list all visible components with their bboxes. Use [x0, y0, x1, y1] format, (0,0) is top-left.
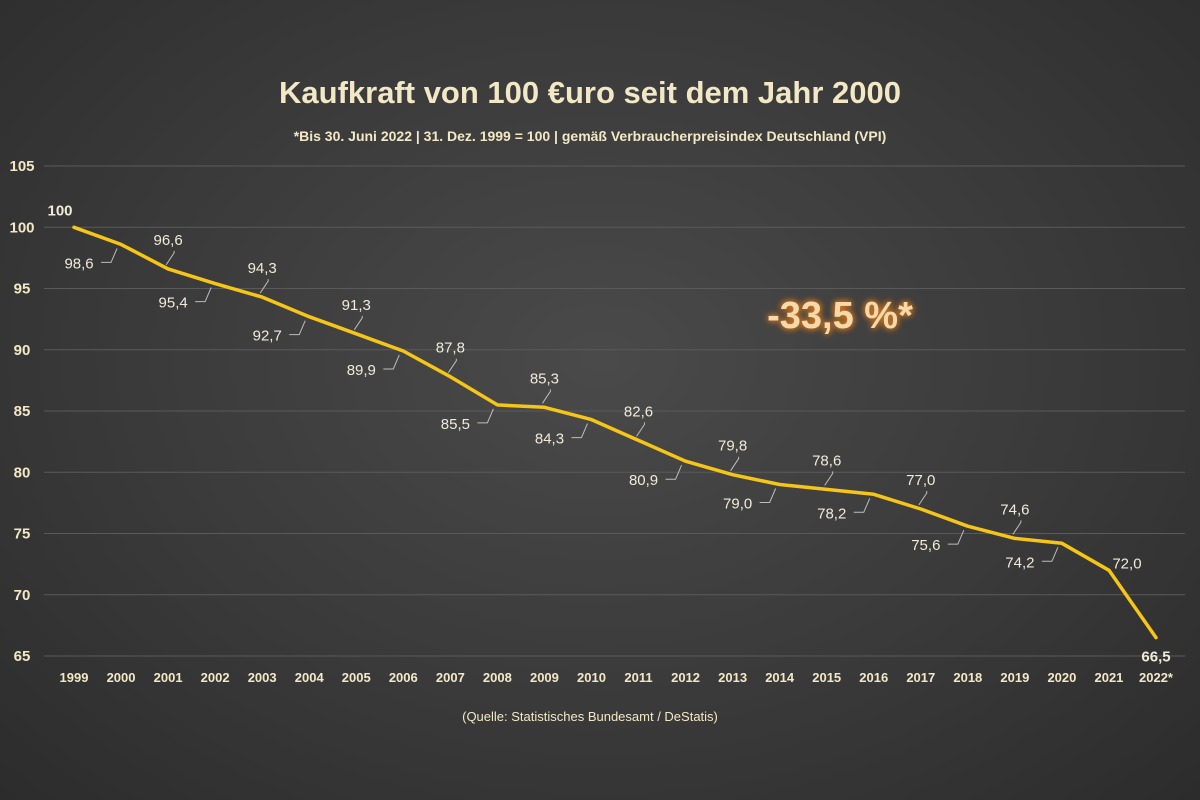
x-tick-1999: 1999 [60, 670, 89, 685]
x-axis-ticks: 1999 2000 2001 2002 2003 2004 2005 2006 2007 2008… [60, 670, 1174, 685]
x-tick-2007: 2007 [436, 670, 465, 685]
leader-line-2009 [542, 389, 551, 404]
x-tick-2014: 2014 [765, 670, 795, 685]
data-label-2020: 74,2 [1005, 554, 1034, 571]
leader-line-2016 [853, 498, 871, 513]
x-tick-2013: 2013 [718, 670, 747, 685]
x-tick-2006: 2006 [389, 670, 418, 685]
leader-line-2014 [759, 488, 777, 503]
leader-line-2001 [165, 250, 175, 266]
x-tick-2000: 2000 [107, 670, 136, 685]
leader-line-2011 [636, 422, 646, 437]
y-tick-90: 90 [14, 342, 31, 359]
y-tick-100: 100 [9, 219, 34, 236]
data-label-2016: 78,2 [817, 505, 846, 522]
data-label-2014: 79,0 [723, 496, 752, 513]
data-label-2012: 80,9 [629, 472, 658, 489]
y-tick-80: 80 [14, 464, 31, 481]
x-tick-2004: 2004 [295, 670, 325, 685]
data-label-2001: 96,6 [153, 232, 182, 249]
leader-line-2017 [918, 491, 928, 506]
data-label-2022: 66,5 [1141, 649, 1170, 666]
gridlines [44, 165, 1185, 657]
x-tick-2011: 2011 [624, 670, 652, 685]
y-tick-70: 70 [14, 587, 31, 604]
leader-line-2010 [571, 423, 588, 439]
data-label-2003: 94,3 [248, 260, 277, 277]
y-tick-75: 75 [14, 526, 31, 543]
x-tick-2016: 2016 [859, 670, 888, 685]
y-tick-95: 95 [14, 281, 31, 298]
x-tick-2018: 2018 [953, 670, 982, 685]
data-labels: 100 98,6 96,6 95,4 94,3 92,7 91,3 89,9 87,8 85,5 8… [47, 202, 1170, 665]
leader-line-2013 [730, 456, 740, 471]
leader-line-2015 [824, 471, 834, 486]
x-tick-2021: 2021 [1094, 670, 1123, 685]
data-label-2008: 85,5 [441, 416, 470, 433]
percent-change-callout: -33,5 %* [767, 295, 913, 337]
y-tick-85: 85 [14, 403, 31, 420]
leader-line-2007 [447, 358, 457, 373]
source-note: (Quelle: Statistisches Bundesamt / DeSta… [462, 709, 718, 724]
y-tick-105: 105 [9, 158, 34, 175]
data-label-2017: 77,0 [906, 472, 935, 489]
data-label-2021: 72,0 [1112, 555, 1141, 572]
x-tick-2015: 2015 [812, 670, 841, 685]
x-tick-2017: 2017 [906, 670, 935, 685]
x-tick-2019: 2019 [1000, 670, 1029, 685]
x-tick-2009: 2009 [530, 670, 559, 685]
leader-line-2006 [383, 354, 400, 370]
leader-line-2003 [259, 279, 269, 294]
chart-subtitle: *Bis 30. Juni 2022 | 31. Dez. 1999 = 100… [294, 128, 887, 144]
leader-line-2008 [477, 408, 494, 424]
chart-title: Kaufkraft von 100 €uro seit dem Jahr 200… [279, 75, 901, 110]
leader-line-2002 [195, 287, 212, 303]
leader-line-2018 [947, 529, 965, 545]
x-tick-2012: 2012 [671, 670, 700, 685]
series-line-kaufkraft [72, 225, 1158, 640]
data-label-2009: 85,3 [530, 370, 559, 387]
data-label-2010: 84,3 [535, 431, 564, 448]
leader-line-2012 [665, 465, 683, 480]
data-label-2007: 87,8 [436, 340, 465, 357]
x-tick-2008: 2008 [483, 670, 512, 685]
data-label-2019: 74,6 [1000, 501, 1029, 518]
x-tick-2020: 2020 [1047, 670, 1076, 685]
data-label-2004: 92,7 [253, 328, 282, 345]
x-tick-2003: 2003 [248, 670, 277, 685]
leader-line-2020 [1041, 547, 1059, 562]
data-label-2000: 98,6 [64, 255, 93, 272]
x-tick-2005: 2005 [342, 670, 371, 685]
x-tick-2022: 2022* [1139, 670, 1174, 685]
data-label-2013: 79,8 [718, 438, 747, 455]
data-label-2006: 89,9 [347, 362, 376, 379]
x-tick-2002: 2002 [201, 670, 230, 685]
y-axis-ticks: 65 70 75 80 85 90 95 100 105 [9, 158, 34, 665]
leader-line-2005 [353, 315, 363, 331]
data-label-2015: 78,6 [812, 452, 841, 469]
data-label-2018: 75,6 [911, 537, 940, 554]
y-tick-65: 65 [14, 648, 31, 665]
x-tick-2001: 2001 [154, 670, 183, 685]
data-label-2011: 82,6 [624, 403, 653, 420]
data-label-2005: 91,3 [342, 297, 371, 314]
label-leader-lines [101, 248, 1059, 562]
data-label-2002: 95,4 [159, 295, 188, 312]
x-tick-2010: 2010 [577, 670, 606, 685]
data-label-1999: 100 [47, 202, 72, 219]
leader-line-2004 [289, 320, 306, 336]
leader-line-2000 [101, 248, 118, 263]
leader-line-2019 [1012, 520, 1022, 535]
